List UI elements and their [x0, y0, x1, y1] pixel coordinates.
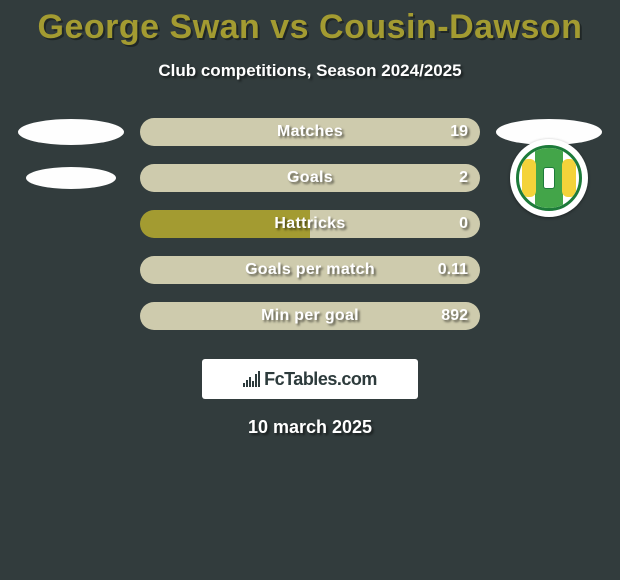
player-placeholder-icon	[18, 119, 124, 145]
branding-text: FcTables.com	[264, 369, 377, 390]
stat-label: Goals per match	[140, 256, 480, 284]
left-side-slot	[16, 293, 126, 339]
stat-label: Matches	[140, 118, 480, 146]
stat-value-right: 2	[459, 164, 468, 192]
club-placeholder-icon	[26, 167, 116, 189]
generated-date: 10 march 2025	[0, 417, 620, 438]
stat-value-right: 892	[441, 302, 468, 330]
stat-value-right: 19	[450, 118, 468, 146]
left-side-slot	[16, 201, 126, 247]
stat-label: Hattricks	[140, 210, 480, 238]
stat-value-right: 0.11	[438, 256, 468, 284]
stats-rows: Matches19 Goals2 Hattricks0 Goals per match…	[0, 109, 620, 339]
left-side-slot	[16, 109, 126, 155]
stat-bar: Goals per match0.11	[140, 256, 480, 284]
comparison-card: George Swan vs Cousin-Dawson Club compet…	[0, 0, 620, 438]
stat-label: Goals	[140, 164, 480, 192]
stat-bar: Min per goal892	[140, 302, 480, 330]
stat-row: Min per goal892	[0, 293, 620, 339]
subtitle: Club competitions, Season 2024/2025	[0, 61, 620, 81]
stat-row: Goals2	[0, 155, 620, 201]
chart-bars-icon	[243, 371, 260, 387]
stat-value-right: 0	[459, 210, 468, 238]
stat-bar: Matches19	[140, 118, 480, 146]
left-side-slot	[16, 155, 126, 201]
stat-bar: Goals2	[140, 164, 480, 192]
right-side-slot	[494, 293, 604, 339]
club-crest-icon	[510, 139, 588, 217]
page-title: George Swan vs Cousin-Dawson	[0, 8, 620, 47]
right-side-slot	[494, 247, 604, 293]
branding-badge[interactable]: FcTables.com	[202, 359, 418, 399]
stat-bar: Hattricks0	[140, 210, 480, 238]
stat-label: Min per goal	[140, 302, 480, 330]
left-side-slot	[16, 247, 126, 293]
stat-row: Goals per match0.11	[0, 247, 620, 293]
